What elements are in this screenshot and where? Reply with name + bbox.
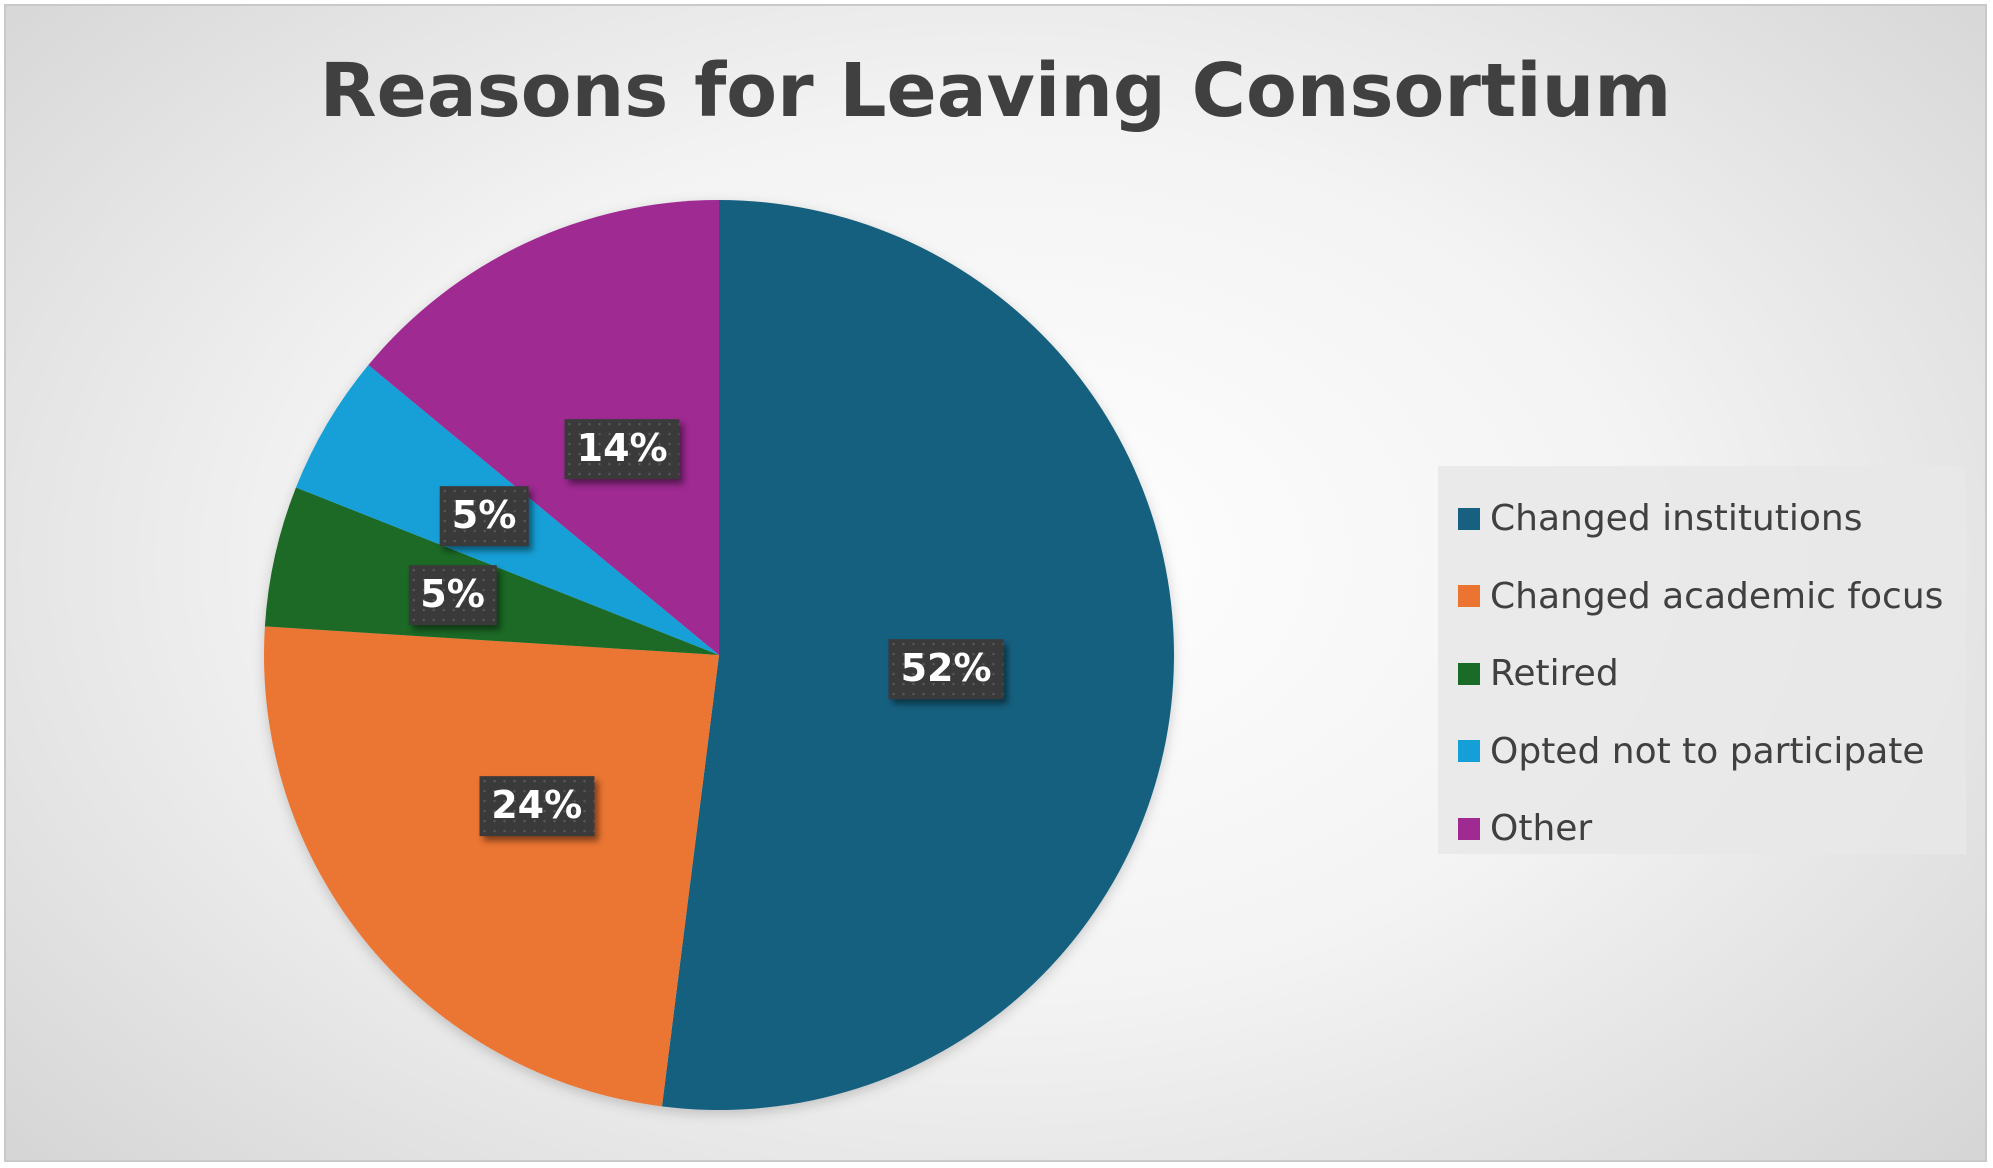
legend-label: Retired — [1490, 653, 1619, 695]
legend-swatch — [1458, 585, 1480, 608]
data-label-opted-not-to-participate: 5% — [439, 486, 529, 546]
data-label-changed-academic-focus: 24% — [479, 775, 595, 836]
legend-swatch — [1458, 740, 1480, 763]
legend-label: Opted not to participate — [1490, 730, 1925, 772]
legend-swatch — [1458, 662, 1480, 685]
legend-swatch — [1458, 507, 1480, 530]
chart-area: Reasons for Leaving Consortium 52% 24% 5% 5… — [4, 4, 1987, 1162]
legend-item-changed-academic-focus: Changed academic focus — [1458, 558, 1966, 636]
legend-swatch — [1458, 817, 1480, 840]
legend-item-changed-institutions: Changed institutions — [1458, 480, 1966, 558]
legend: Changed institutions Changed academic foc… — [1438, 466, 1966, 854]
pie-slice-other — [368, 200, 719, 655]
data-label-other: 14% — [564, 419, 680, 479]
legend-item-other: Other — [1458, 790, 1966, 868]
data-label-retired: 5% — [408, 565, 497, 626]
legend-item-retired: Retired — [1458, 635, 1966, 713]
chart-title: Reasons for Leaving Consortium — [319, 48, 1672, 134]
legend-item-opted-not-to-participate: Opted not to participate — [1458, 713, 1966, 791]
legend-label: Changed academic focus — [1490, 575, 1944, 617]
data-label-changed-institutions: 52% — [888, 639, 1004, 700]
legend-label: Other — [1490, 808, 1593, 850]
legend-label: Changed institutions — [1490, 498, 1863, 540]
pie-slice-changed-academic-focus — [264, 626, 719, 1107]
